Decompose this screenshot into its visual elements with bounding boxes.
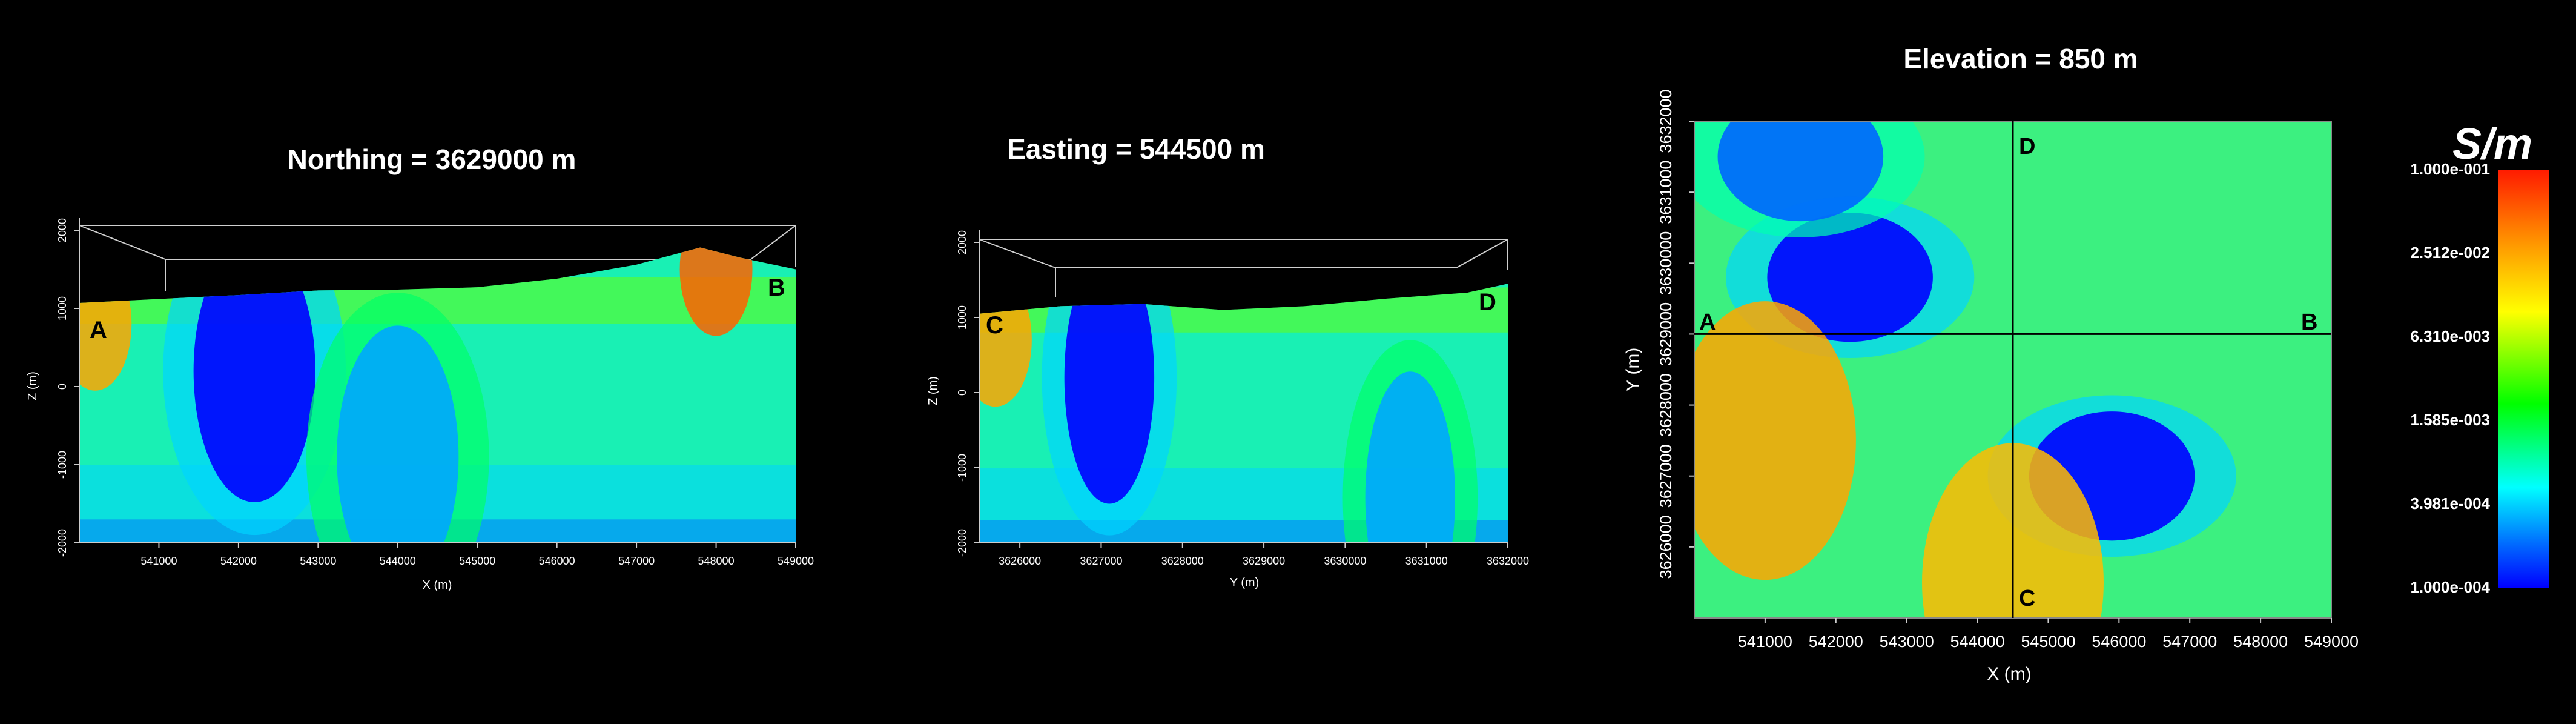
resistive-zone (979, 284, 1032, 407)
panel-title: Elevation = 850 m (1903, 43, 2138, 75)
x-tick-label: 544000 (380, 555, 416, 567)
x-tick-label: 542000 (220, 555, 257, 567)
y-tick-label: 1000 (956, 305, 968, 330)
colorbar: S/m 1.000e-001 2.512e-002 6.310e-003 1.585e… (2410, 120, 2549, 596)
y-tick-label: -1000 (56, 451, 68, 479)
x-axis-label: Y (m) (1230, 576, 1260, 589)
x-tick-label: 3627000 (1080, 555, 1122, 567)
y-axis-label: Z (m) (926, 376, 940, 405)
x-axis-label: X (m) (423, 579, 452, 592)
box-wireframe (979, 239, 1508, 303)
x-tick-label: 548000 (698, 555, 735, 567)
colorbar-tick-label: 1.000e-004 (2410, 578, 2490, 596)
x-tick-label: 3628000 (1161, 555, 1204, 567)
section-label-d: D (2019, 134, 2035, 159)
section-label-c: C (986, 312, 1003, 339)
panel-easting-section: Easting = 544500 m 3626000 3627000 3628000… (926, 133, 1529, 589)
y-axis-label: Z (m) (26, 371, 39, 400)
y-axis-label: Y (m) (1623, 348, 1643, 392)
resistive-zone (1694, 301, 1856, 580)
colorbar-tick-label: 6.310e-003 (2410, 327, 2490, 345)
x-tick-label: 549000 (778, 555, 814, 567)
x-tick-label: 3626000 (999, 555, 1041, 567)
resistive-zone (679, 247, 753, 336)
colorbar-tick-label: 1.585e-003 (2410, 411, 2490, 429)
x-tick-label: 545000 (459, 555, 495, 567)
y-tick-label: 3629000 (1657, 302, 1675, 366)
x-tick-label: 542000 (1809, 633, 1863, 651)
y-tick-label: 2000 (56, 218, 68, 242)
x-tick-label: 547000 (618, 555, 655, 567)
section-label-a: A (90, 317, 107, 344)
section-label-b: B (2301, 310, 2317, 335)
colorbar-ticks: 1.000e-001 2.512e-002 6.310e-003 1.585e-003… (2410, 160, 2490, 596)
section-label-a: A (1699, 310, 1716, 335)
x-tick-label: 3632000 (1487, 555, 1529, 567)
panel-elevation-plan: Elevation = 850 m 541000 542000 543000 5440… (1623, 43, 2359, 684)
conductive-body (193, 247, 315, 502)
y-tick-label: -2000 (956, 529, 968, 557)
section-label-c: C (2019, 586, 2035, 611)
colorbar-gradient (2498, 170, 2549, 588)
colorbar-tick-label: 3.981e-004 (2410, 494, 2490, 513)
section-label-d: D (1479, 289, 1496, 316)
y-tick-label: 3631000 (1657, 161, 1675, 224)
y-tick-label: 0 (56, 384, 68, 390)
y-tick-label: 3628000 (1657, 373, 1675, 437)
x-axis-label: X (m) (1987, 664, 2031, 684)
panel-northing-section: Northing = 3629000 m 541000 542000 543000 5… (26, 144, 814, 592)
x-tick-label: 541000 (140, 555, 177, 567)
x-tick-label: 546000 (2092, 633, 2146, 651)
plan-heatmap (1694, 121, 2331, 618)
y-tick-label: 0 (956, 390, 968, 396)
section-b-heatmap (979, 284, 1508, 543)
y-tick-label: 3627000 (1657, 444, 1675, 508)
section-label-b: B (768, 274, 785, 301)
x-tick-label: 544000 (1950, 633, 2005, 651)
y-tick-label: 3626000 (1657, 515, 1675, 579)
axes: 541000 542000 543000 544000 545000 546000 5470… (56, 218, 814, 567)
conductive-body (337, 325, 459, 543)
y-tick-label: -1000 (956, 454, 968, 482)
y-tick-label: 3632000 (1657, 89, 1675, 153)
x-tick-label: 548000 (2233, 633, 2288, 651)
y-tick-label: -2000 (56, 529, 68, 557)
conductive-body (1365, 371, 1456, 543)
conductive-body (1767, 213, 1933, 342)
y-tick-label: 3630000 (1657, 231, 1675, 295)
x-tick-label: 3630000 (1324, 555, 1366, 567)
x-tick-label: 3631000 (1405, 555, 1448, 567)
x-tick-label: 3629000 (1243, 555, 1285, 567)
panel-title: Northing = 3629000 m (288, 144, 576, 175)
profile-lines (1694, 121, 2331, 618)
y-tick-label: 2000 (956, 230, 968, 254)
axes: 3626000 3627000 3628000 3629000 3630000 36310… (956, 230, 1529, 567)
colorbar-title: S/m (2452, 120, 2532, 168)
panel-title: Easting = 544500 m (1007, 133, 1265, 165)
x-tick-label: 546000 (539, 555, 575, 567)
section-a-heatmap (79, 247, 796, 543)
x-tick-label: 543000 (1880, 633, 1934, 651)
x-tick-label: 545000 (2021, 633, 2075, 651)
axes: 541000 542000 543000 544000 545000 546000 5470… (1657, 89, 2359, 651)
y-tick-label: 1000 (56, 296, 68, 320)
colorbar-tick-label: 2.512e-002 (2410, 244, 2490, 262)
conductive-body (1717, 121, 1884, 222)
x-tick-label: 541000 (1738, 633, 1792, 651)
x-tick-label: 549000 (2304, 633, 2359, 651)
conductive-body (1064, 284, 1155, 504)
x-tick-label: 543000 (300, 555, 336, 567)
colorbar-tick-label: 1.000e-001 (2410, 160, 2490, 178)
x-tick-label: 547000 (2162, 633, 2217, 651)
